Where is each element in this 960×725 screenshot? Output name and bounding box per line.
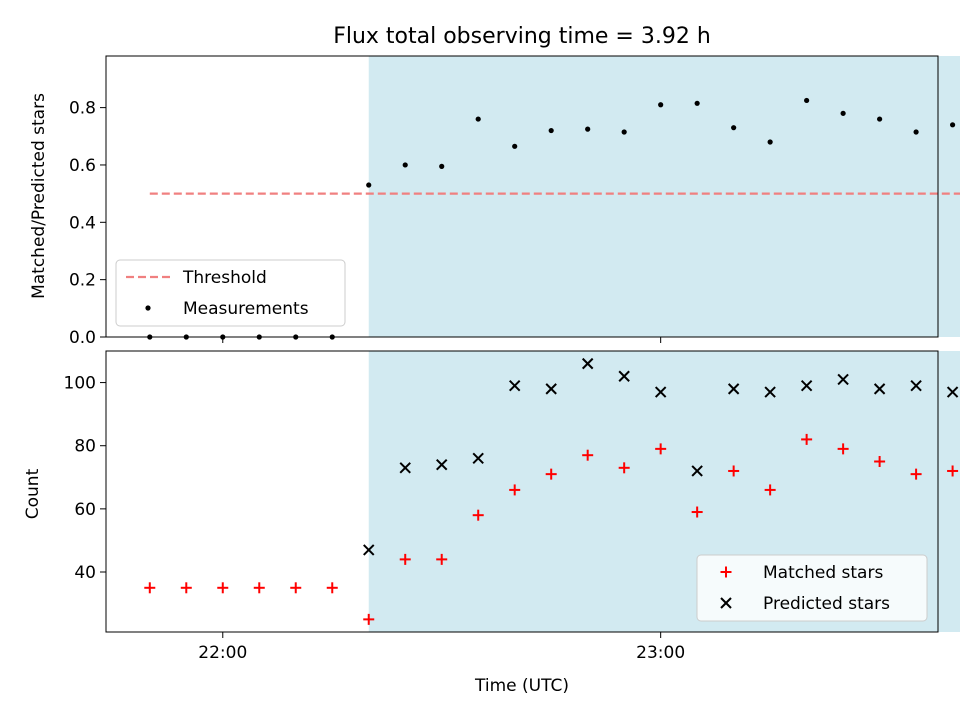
predicted-star-point — [436, 458, 448, 471]
predicted-star-point — [545, 383, 557, 395]
legend-plus-marker — [720, 566, 732, 578]
top-panel: 0.0 0.2 0.4 0.6 0.8 Flux total observing tim… — [29, 24, 960, 348]
predicted-star-point — [508, 380, 521, 392]
predicted-star-point — [363, 544, 375, 556]
top-y-axis-label: Matched/Predicted stars — [29, 93, 49, 299]
predicted-star-point — [399, 462, 411, 474]
y-tick-label: 0.4 — [69, 213, 96, 233]
x-tick-label: 22:00 — [198, 643, 247, 663]
top-legend-box — [115, 259, 346, 327]
predicted-star-point — [946, 386, 959, 398]
matched-stars-points — [144, 433, 959, 625]
legend-measurements-swatch — [145, 305, 151, 311]
matched-star-point — [472, 509, 484, 521]
matched-star-point — [618, 462, 630, 474]
bottom-y-axis: 40 60 80 100 — [64, 374, 106, 583]
measurement-point — [402, 162, 408, 168]
matched-star-point — [837, 443, 849, 455]
predicted-star-point — [691, 465, 703, 477]
bottom-plot-frame — [105, 350, 939, 633]
measurement-point — [366, 182, 372, 188]
matched-star-point — [509, 484, 521, 496]
matched-star-point — [874, 456, 886, 468]
measurement-point — [658, 102, 664, 108]
measurement-point — [694, 100, 700, 106]
legend-measurements-label: Measurements — [183, 299, 309, 319]
y-tick-label: 0.2 — [69, 271, 96, 291]
legend-threshold-label: Threshold — [182, 268, 267, 288]
measurement-point — [949, 122, 956, 128]
predicted-star-point — [873, 383, 886, 395]
matched-star-point — [363, 613, 375, 625]
predicted-star-point — [472, 452, 484, 465]
x-tick-label: 23:00 — [636, 643, 685, 663]
y-tick-label: 40 — [74, 563, 96, 583]
measurement-point — [767, 139, 773, 145]
measurement-point — [585, 126, 591, 132]
matched-star-point — [764, 484, 776, 496]
legend-predicted-label: Predicted stars — [763, 594, 890, 614]
matched-star-point — [655, 443, 667, 455]
matched-star-point — [728, 465, 740, 477]
measurement-point — [840, 110, 846, 116]
matched-star-point — [180, 582, 192, 594]
predicted-stars-points — [363, 357, 959, 556]
predicted-star-point — [800, 380, 813, 392]
matched-star-point — [436, 553, 448, 565]
matched-star-point — [399, 553, 411, 565]
y-tick-label: 0.8 — [69, 99, 96, 119]
measurement-point — [439, 163, 445, 169]
chart-title: Flux total observing time = 3.92 h — [333, 24, 711, 49]
legend-matched-label: Matched stars — [763, 563, 883, 583]
matched-star-point — [290, 582, 302, 594]
matched-star-point — [801, 433, 813, 445]
y-tick-label: 80 — [74, 437, 96, 457]
measurement-point — [548, 127, 554, 134]
predicted-star-point — [837, 373, 849, 386]
measurement-point — [621, 129, 627, 135]
y-tick-label: 100 — [64, 374, 96, 394]
matched-star-point — [545, 468, 557, 480]
predicted-star-point — [654, 386, 667, 398]
top-x-ticks — [222, 337, 662, 343]
top-observing-window — [368, 56, 960, 337]
legend-predicted-swatch — [720, 597, 732, 609]
matched-star-point — [326, 582, 338, 594]
observing-window-shade — [368, 56, 960, 337]
predicted-star-point — [727, 383, 740, 395]
y-tick-label: 0.0 — [69, 328, 96, 348]
measurement-point — [804, 97, 810, 104]
top-y-axis: 0.0 0.2 0.4 0.6 0.8 — [69, 99, 106, 348]
x-axis-label: Time (UTC) — [474, 676, 569, 696]
matched-star-point — [253, 582, 265, 594]
predicted-star-point — [618, 370, 630, 382]
matched-star-point — [582, 449, 594, 461]
measurement-point — [877, 116, 883, 122]
top-plot-frame — [105, 55, 939, 338]
matched-star-point — [947, 465, 959, 477]
legend-matched-swatch — [720, 566, 732, 578]
legend-x-marker — [720, 597, 732, 609]
top-legend: Threshold Measurements — [115, 259, 346, 327]
predicted-star-point — [910, 380, 922, 392]
y-tick-label: 60 — [74, 500, 96, 520]
y-tick-label: 0.6 — [69, 156, 96, 176]
measurement-point — [913, 129, 919, 135]
matched-star-point — [144, 582, 156, 594]
bottom-legend-box — [696, 554, 928, 622]
matched-star-point — [691, 506, 703, 518]
predicted-star-point — [581, 357, 594, 370]
predicted-star-point — [764, 386, 776, 398]
measurement-point — [512, 143, 518, 149]
matched-star-point — [217, 582, 229, 594]
matched-star-point — [910, 468, 922, 480]
bottom-y-axis-label: Count — [23, 468, 43, 519]
measurement-point — [475, 116, 481, 122]
measurement-point — [731, 125, 737, 131]
bottom-legend: Matched stars Predicted stars — [696, 554, 928, 622]
